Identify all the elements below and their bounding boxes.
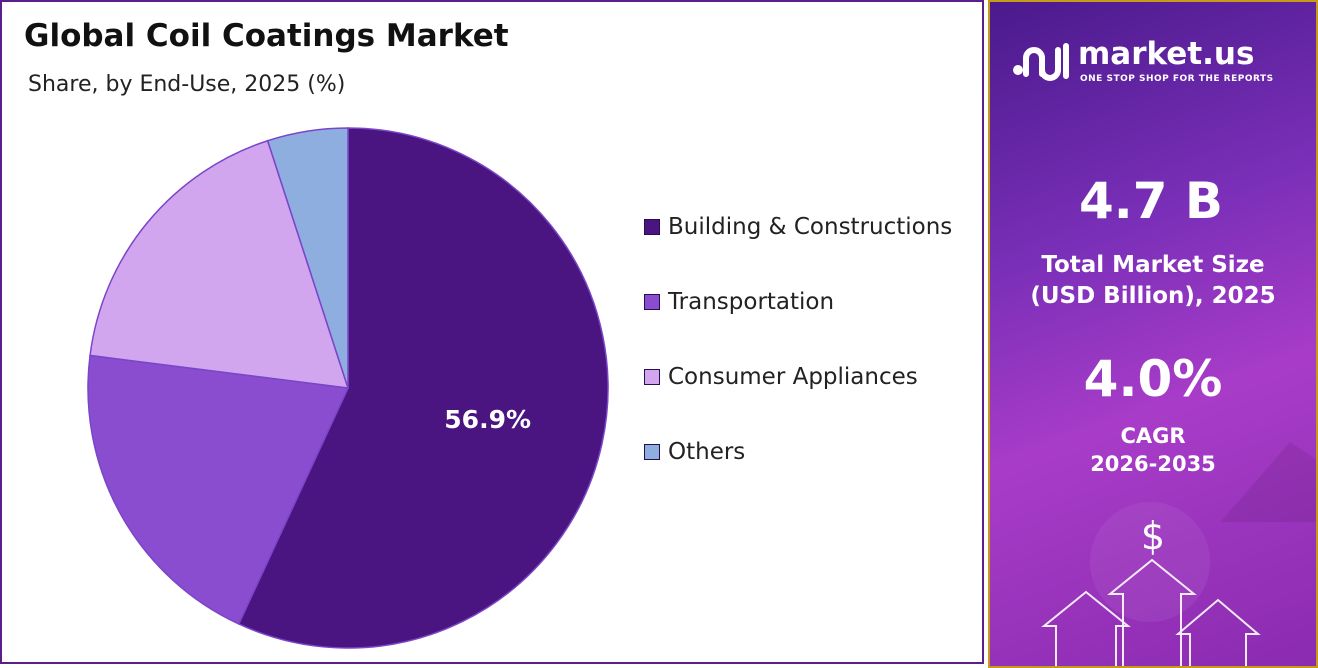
legend-item-consumer-appliances[interactable]: Consumer Appliances — [644, 358, 952, 396]
dollar-icon: $ — [1140, 514, 1166, 558]
legend-label: Building & Constructions — [668, 214, 953, 240]
legend: Building & Constructions Transportation … — [644, 208, 952, 508]
cagr-value: 4.0% — [1083, 350, 1223, 408]
pie-chart: 56.9% — [87, 127, 609, 649]
up-arrow-icon — [1041, 590, 1131, 666]
pie-slice-transportation[interactable] — [87, 354, 350, 625]
pie-slice-consumer-appliances[interactable] — [89, 139, 350, 389]
market-size-label-line1: Total Market Size — [1041, 252, 1265, 278]
legend-label: Consumer Appliances — [668, 364, 918, 390]
up-arrow-icon — [1107, 558, 1197, 666]
legend-swatch — [644, 219, 660, 235]
legend-label: Others — [668, 439, 746, 465]
data-label: 56.9% — [444, 405, 531, 434]
pie-slice-others[interactable] — [266, 127, 349, 389]
cagr-label-line1: CAGR — [1120, 424, 1186, 448]
chart-title: Global Coil Coatings Market — [24, 18, 509, 54]
market-us-logo-icon — [1013, 43, 1069, 81]
chart-panel: Global Coil Coatings Market Share, by En… — [0, 0, 984, 664]
market-us-logo[interactable]: market.us ONE STOP SHOP FOR THE REPORTS — [1010, 36, 1310, 90]
legend-item-transportation[interactable]: Transportation — [644, 283, 952, 321]
growth-decoration — [1041, 442, 1316, 666]
legend-label: Transportation — [668, 289, 835, 315]
side-panel: market.us ONE STOP SHOP FOR THE REPORTS … — [988, 0, 1318, 668]
pie-slice-building-constructions[interactable] — [237, 127, 609, 649]
legend-swatch — [644, 294, 660, 310]
brand-name: market.us — [1078, 36, 1255, 72]
up-arrow-icon — [1175, 598, 1261, 666]
chart-subtitle: Share, by End-Use, 2025 (%) — [28, 72, 346, 97]
brand-tagline: ONE STOP SHOP FOR THE REPORTS — [1080, 74, 1274, 84]
cagr-label-line2: 2026-2035 — [1090, 452, 1216, 476]
legend-swatch — [644, 444, 660, 460]
market-size-label-line2: (USD Billion), 2025 — [1030, 283, 1276, 309]
market-size-value: 4.7 B — [1078, 172, 1224, 230]
legend-swatch — [644, 369, 660, 385]
legend-item-building-constructions[interactable]: Building & Constructions — [644, 208, 952, 246]
legend-item-others[interactable]: Others — [644, 433, 952, 471]
